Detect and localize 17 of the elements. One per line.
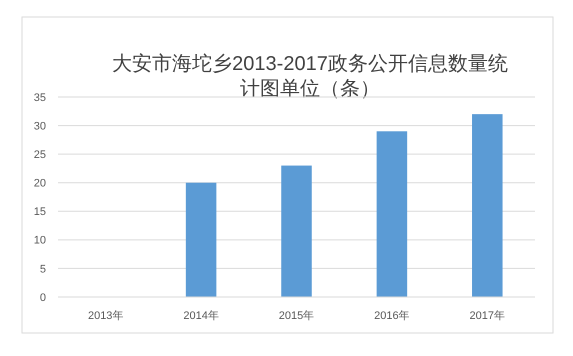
x-tick-label: 2016年 bbox=[374, 310, 410, 322]
x-tick-label: 2014年 bbox=[183, 310, 219, 322]
y-tick-label: 30 bbox=[34, 120, 46, 132]
x-tick-label: 2015年 bbox=[278, 310, 314, 322]
y-tick-label: 15 bbox=[34, 206, 46, 218]
bar bbox=[376, 131, 408, 297]
y-tick-label: 10 bbox=[34, 234, 46, 247]
y-tick-label: 0 bbox=[40, 292, 46, 304]
y-tick-label: 20 bbox=[34, 178, 46, 190]
bar bbox=[281, 166, 312, 297]
y-tick-label: 35 bbox=[34, 92, 46, 104]
bar bbox=[186, 182, 216, 297]
x-tick-label: 2013年 bbox=[88, 310, 124, 322]
x-tick-label: 2017年 bbox=[470, 310, 506, 322]
y-tick-label: 5 bbox=[40, 263, 46, 276]
y-tick-label: 25 bbox=[34, 148, 46, 161]
bar bbox=[472, 114, 503, 297]
